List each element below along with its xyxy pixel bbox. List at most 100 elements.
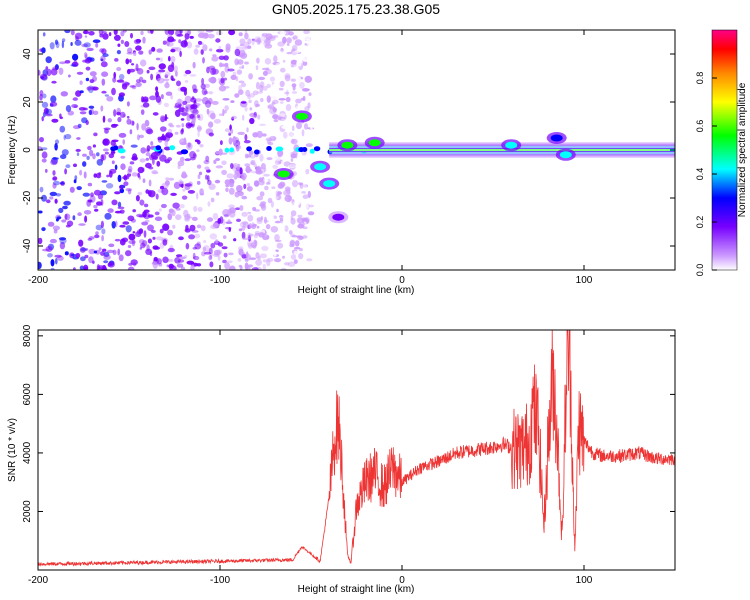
- noise-speckle: [203, 245, 210, 252]
- noise-speckle: [239, 38, 246, 45]
- noise-speckle: [138, 228, 144, 234]
- snr-line-layer: [38, 330, 675, 567]
- noise-speckle: [128, 165, 133, 172]
- noise-speckle: [164, 71, 171, 77]
- noise-speckle: [222, 98, 230, 101]
- noise-speckle: [261, 245, 269, 251]
- noise-speckle: [78, 223, 86, 226]
- noise-speckle: [174, 131, 179, 135]
- noise-speckle: [277, 227, 284, 235]
- noise-speckle: [271, 195, 279, 200]
- noise-speckle: [301, 191, 306, 194]
- noise-speckle: [224, 62, 229, 68]
- feature-blob: [341, 141, 354, 149]
- noise-speckle: [83, 171, 87, 179]
- noise-speckle: [131, 120, 135, 126]
- x-tick-label: 0: [399, 575, 405, 586]
- colorbar-label: Normalized spectral amplitude: [737, 82, 748, 217]
- noise-speckle: [41, 194, 47, 202]
- noise-speckle: [302, 61, 308, 66]
- noise-speckle: [270, 226, 279, 233]
- noise-speckle: [99, 48, 105, 53]
- noise-speckle: [47, 253, 53, 258]
- noise-speckle: [84, 215, 88, 223]
- noise-speckle: [293, 259, 298, 264]
- noise-speckle: [247, 45, 252, 49]
- noise-speckle: [290, 59, 298, 65]
- noise-speckle: [55, 193, 62, 197]
- noise-speckle: [89, 195, 96, 203]
- noise-speckle: [285, 103, 292, 112]
- zero-line-speckle: [169, 145, 176, 151]
- noise-speckle: [281, 267, 287, 270]
- noise-speckle: [41, 158, 47, 163]
- noise-speckle: [170, 48, 176, 53]
- noise-speckle: [49, 238, 57, 244]
- noise-speckle: [249, 93, 255, 98]
- noise-speckle: [175, 30, 182, 37]
- noise-speckle: [142, 178, 146, 183]
- noise-speckle: [197, 130, 200, 138]
- noise-speckle: [283, 131, 288, 139]
- noise-speckle: [120, 163, 126, 170]
- noise-speckle: [281, 199, 286, 203]
- noise-speckle: [232, 136, 237, 144]
- noise-speckle: [100, 105, 104, 112]
- noise-speckle: [104, 94, 109, 97]
- noise-speckle: [122, 139, 125, 145]
- noise-speckle: [140, 109, 145, 115]
- noise-speckle: [294, 164, 300, 167]
- noise-speckle: [83, 42, 91, 48]
- noise-speckle: [84, 58, 92, 64]
- noise-speckle: [217, 255, 221, 261]
- noise-speckle: [272, 83, 276, 87]
- noise-speckle: [118, 132, 127, 138]
- noise-speckle: [96, 152, 100, 157]
- noise-speckle: [284, 91, 290, 95]
- noise-speckle: [52, 176, 58, 181]
- noise-speckle: [143, 209, 150, 213]
- noise-speckle: [210, 242, 216, 249]
- noise-speckle: [274, 142, 283, 148]
- noise-speckle: [111, 87, 116, 96]
- noise-speckle: [266, 257, 274, 262]
- noise-speckle: [167, 247, 175, 253]
- noise-speckle: [241, 221, 249, 225]
- noise-speckle: [108, 243, 115, 248]
- noise-speckle: [273, 30, 278, 34]
- noise-speckle: [208, 121, 214, 128]
- noise-speckle: [233, 173, 238, 180]
- noise-speckle: [49, 42, 55, 50]
- noise-speckle: [115, 220, 118, 228]
- noise-speckle: [56, 216, 62, 219]
- noise-speckle: [154, 216, 163, 222]
- noise-speckle: [237, 191, 244, 197]
- noise-speckle: [184, 69, 192, 75]
- noise-speckle: [39, 90, 44, 96]
- noise-speckle: [142, 102, 150, 108]
- noise-speckle: [276, 208, 279, 213]
- noise-speckle: [81, 43, 88, 48]
- noise-speckle: [127, 47, 133, 54]
- noise-speckle: [303, 184, 309, 188]
- noise-speckle: [73, 267, 76, 270]
- zero-line-speckle: [298, 147, 305, 153]
- noise-speckle: [209, 261, 214, 268]
- noise-speckle: [60, 154, 67, 160]
- noise-speckle: [189, 35, 194, 39]
- noise-speckle: [107, 208, 114, 213]
- noise-speckle: [117, 248, 121, 256]
- noise-speckle: [155, 90, 159, 98]
- noise-speckle: [241, 195, 248, 200]
- noise-speckle: [46, 68, 52, 77]
- noise-speckle: [298, 222, 306, 226]
- zero-line-speckle: [309, 148, 315, 154]
- noise-speckle: [129, 59, 132, 63]
- noise-speckle: [167, 229, 174, 236]
- noise-speckle: [290, 254, 297, 260]
- noise-speckle: [116, 50, 121, 55]
- noise-speckle: [138, 50, 144, 55]
- noise-speckle: [179, 180, 184, 185]
- noise-speckle: [244, 134, 248, 141]
